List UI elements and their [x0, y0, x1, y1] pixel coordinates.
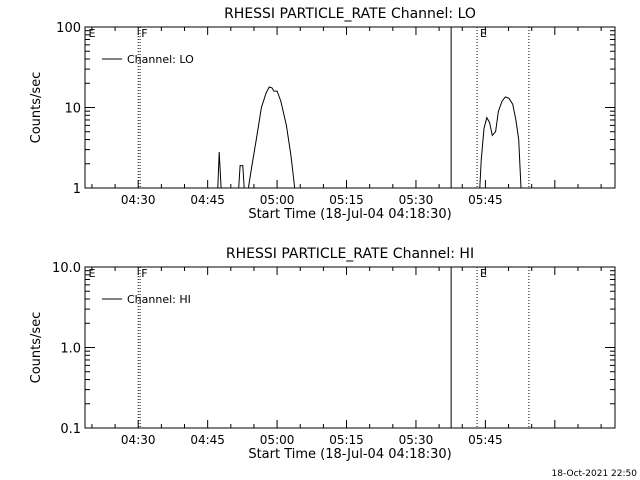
panel-1-y-tick-label: 10.0 [52, 261, 81, 276]
panel-1-x-axis-label: Start Time (18-Jul-04 04:18:30) [248, 447, 451, 462]
panel-0-y-tick-label: 10 [64, 102, 81, 117]
panel-0-y-tick-label: 100 [56, 21, 81, 36]
panel-0-series-0-segment-3 [479, 96, 522, 189]
lo-channel-panel: RHESSI PARTICLE_RATE Channel: LO 04:30 04:… [29, 6, 616, 222]
panel-1-marker-label: E [480, 267, 487, 280]
panel-0-chart-title: RHESSI PARTICLE_RATE Channel: LO [224, 6, 476, 22]
panel-0-x-axis-label: Start Time (18-Jul-04 04:18:30) [248, 207, 451, 222]
panel-0-y-tick-label: 1 [73, 182, 81, 197]
panel-1-x-tick-label: 05:30 [399, 433, 434, 447]
panel-1-marker-label: F [141, 267, 147, 280]
panel-1-x-tick-label: 05:00 [260, 433, 295, 447]
hi-channel-panel: RHESSI PARTICLE_RATE Channel: HI 04:30 04:… [29, 246, 616, 462]
panel-0-marker-label: F [141, 27, 147, 40]
panel-0-series-0-segment-2 [247, 86, 296, 189]
panel-0-x-tick-label: 05:15 [329, 193, 364, 207]
panel-0-y-axis-label: Counts/sec [29, 72, 44, 144]
panel-1-legend-label: Channel: HI [127, 293, 191, 306]
panel-1-y-tick-label: 0.1 [60, 422, 81, 437]
panel-1-x-tick-label: 05:15 [329, 433, 364, 447]
panel-1-x-tick-label: 04:45 [190, 433, 225, 447]
panel-1-x-tick-label: 05:45 [468, 433, 503, 447]
panel-0-x-tick-label: 05:45 [468, 193, 503, 207]
panel-0-x-tick-label: 04:45 [190, 193, 225, 207]
panel-1-x-tick-label: 04:30 [121, 433, 156, 447]
panel-0-series-0-segment-0 [217, 151, 222, 189]
panel-1-plot-frame [84, 266, 616, 429]
panel-1-marker-label: E [88, 267, 95, 280]
panel-0-series-0-segment-1 [238, 165, 245, 189]
panel-0-x-tick-label: 05:30 [399, 193, 434, 207]
panel-0-legend-label: Channel: LO [127, 53, 194, 66]
panel-0-marker-label: E [480, 27, 487, 40]
panel-1-y-axis-label: Counts/sec [29, 312, 44, 384]
panel-0-x-tick-label: 04:30 [121, 193, 156, 207]
panel-1-y-tick-label: 1.0 [60, 342, 81, 357]
panel-0-x-tick-label: 05:00 [260, 193, 295, 207]
panel-0-marker-label: E [88, 27, 95, 40]
generation-timestamp: 18-Oct-2021 22:50 [552, 469, 638, 479]
panel-1-chart-title: RHESSI PARTICLE_RATE Channel: HI [226, 246, 474, 262]
panel-0-plot-frame [84, 26, 616, 189]
